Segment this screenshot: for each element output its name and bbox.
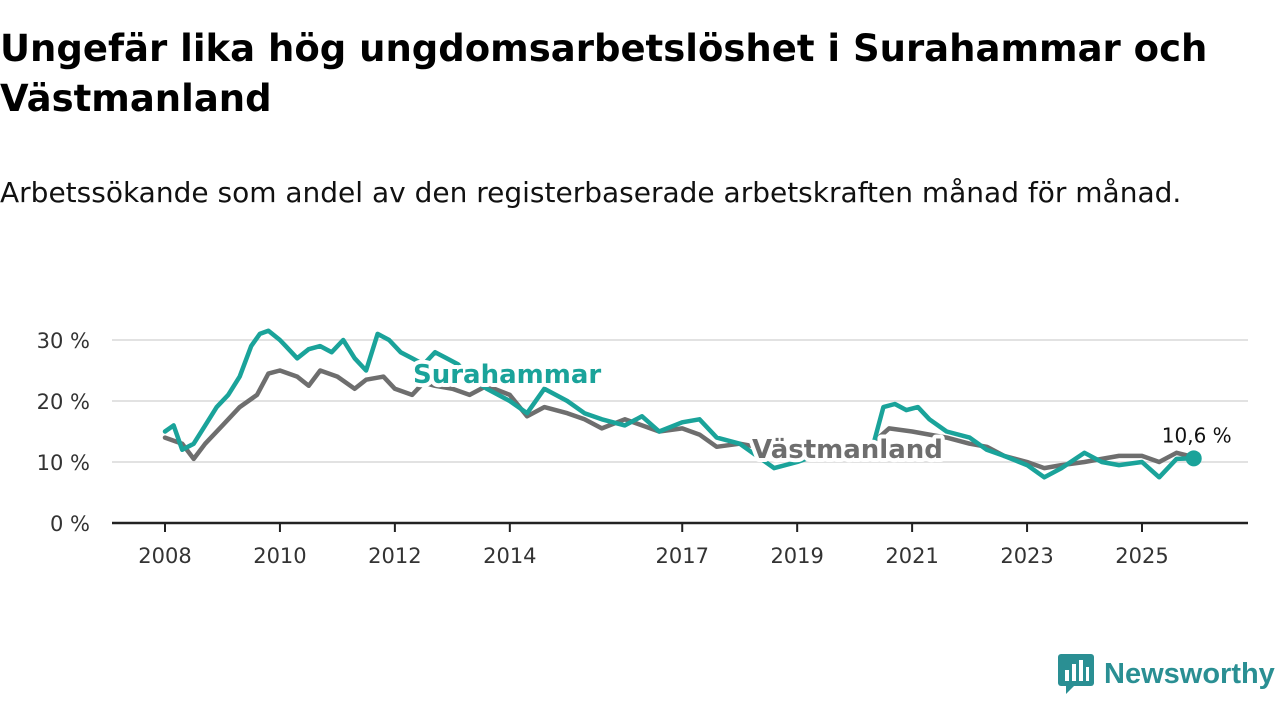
y-tick-label: 10 %: [37, 451, 90, 475]
line-chart: 0 % 10 % 20 % 30 % 2008 2010 2012 2014 2017 2019 2…: [37, 328, 1248, 568]
chart-title: Ungefär lika hög ungdomsarbetslöshet i S…: [0, 27, 1208, 120]
labels: 10,6 %SurahammarSurahammarVästmanlandVäs…: [409, 356, 1232, 469]
series-label-surahammar: Surahammar: [413, 360, 601, 390]
series-line-surahammar: [162, 328, 1196, 480]
x-tick-label: 2019: [770, 544, 823, 568]
x-tick-label: 2010: [253, 544, 306, 568]
end-value-label: 10,6 %: [1162, 423, 1232, 447]
axes: 0 % 10 % 20 % 30 % 2008 2010 2012 2014 2017 2019 2…: [37, 329, 1248, 568]
x-tick-label: 2023: [1000, 544, 1053, 568]
x-tick-label: 2017: [656, 544, 709, 568]
end-point-marker: [1185, 450, 1202, 467]
y-tick-label: 30 %: [37, 329, 90, 353]
x-tick-label: 2021: [885, 544, 938, 568]
newsworthy-logo-icon: [1058, 654, 1094, 694]
x-tick-label: 2008: [138, 544, 191, 568]
gridlines: [112, 339, 1248, 463]
series-label-vastmanland: Västmanland: [752, 435, 943, 465]
brand: Newsworthy: [1058, 654, 1275, 694]
y-tick-label: 0 %: [50, 512, 90, 536]
brand-name: Newsworthy: [1104, 657, 1275, 690]
series-label-surahammar-halo: Surahammar: [413, 360, 601, 390]
x-tick-label: 2025: [1115, 544, 1168, 568]
series-line-vstmanland: [162, 368, 1196, 471]
y-tick-label: 20 %: [37, 390, 90, 414]
x-tick-label: 2014: [483, 544, 536, 568]
series-label-vastmanland-halo: Västmanland: [752, 435, 943, 465]
series-lines: [162, 328, 1196, 480]
chart-subtitle: Arbetssökande som andel av den registerb…: [0, 176, 1182, 209]
x-tick-label: 2012: [368, 544, 421, 568]
